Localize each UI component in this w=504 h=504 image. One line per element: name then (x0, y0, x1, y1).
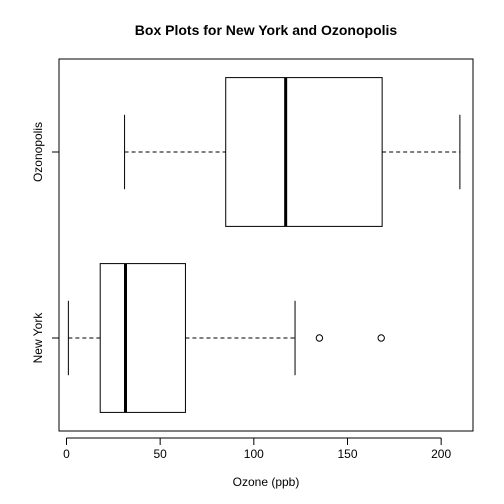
x-tick-label: 150 (337, 447, 357, 461)
x-tick-label: 50 (153, 447, 167, 461)
x-tick-label: 0 (63, 447, 70, 461)
box (99, 263, 186, 413)
y-category-label: New York (31, 312, 45, 364)
x-axis: 0 50 100 150 200 (63, 437, 451, 461)
y-category-label: Ozonopolis (31, 122, 45, 182)
box (225, 77, 383, 227)
outlier-point (377, 334, 385, 342)
x-tick-label: 200 (431, 447, 451, 461)
x-tick-label: 100 (244, 447, 264, 461)
x-axis-label: Ozone (ppb) (233, 475, 300, 489)
plot-frame (58, 58, 474, 432)
boxes: New York Ozonopolis (31, 77, 461, 413)
chart-title: Box Plots for New York and Ozonopolis (135, 22, 398, 38)
outlier-point (315, 334, 324, 342)
